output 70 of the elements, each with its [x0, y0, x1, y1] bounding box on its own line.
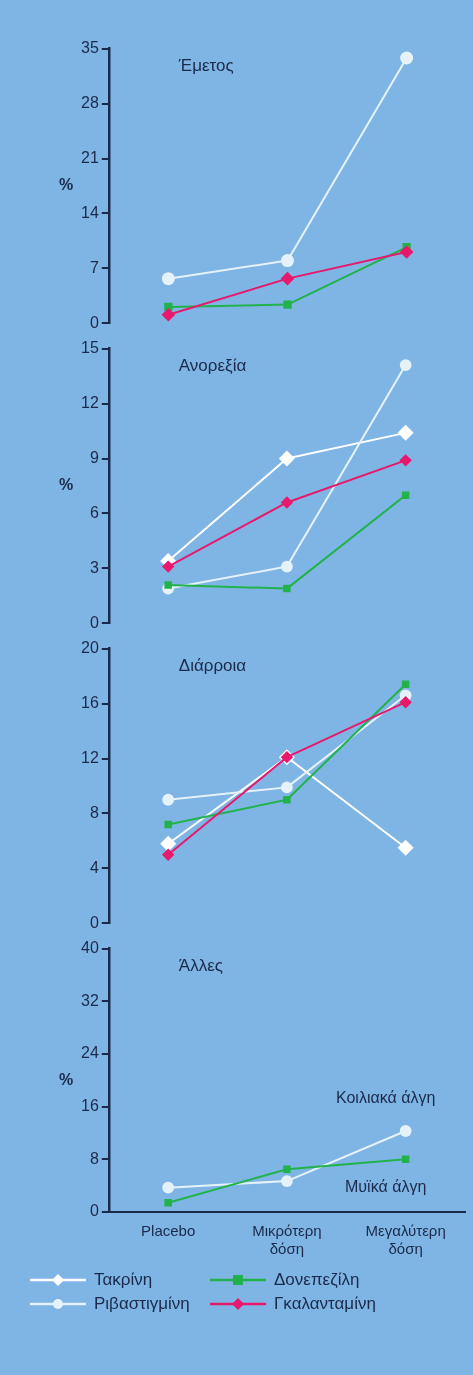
y-tick-label: 0 [89, 613, 99, 631]
y-axis-title: % [58, 476, 74, 494]
point [280, 271, 295, 286]
y-tick-label: 20 [81, 639, 99, 657]
point [399, 359, 412, 371]
point [399, 245, 414, 259]
y-tick-label: 40 [81, 939, 99, 957]
x-tick-label: Μικρότερη δόση [252, 1222, 322, 1258]
annotation: Μυϊκά άλγη [344, 1178, 427, 1196]
point [161, 560, 175, 573]
y-tick-label: 9 [89, 448, 99, 466]
y-tick-label: 15 [81, 339, 99, 357]
point [283, 795, 291, 804]
y-tick-label: 32 [81, 991, 99, 1009]
point [397, 424, 414, 441]
y-tick-label: 0 [89, 913, 99, 931]
text: Άλλες [178, 956, 223, 976]
y-tick-label: 24 [81, 1044, 99, 1062]
point [399, 695, 412, 709]
y-tick-label: 7 [89, 258, 99, 276]
legend-label: Γκαλανταμίνη [274, 1294, 376, 1314]
point [283, 584, 291, 593]
y-tick-label: 28 [81, 93, 99, 111]
y-tick-label: 0 [89, 313, 99, 331]
y-tick-label: 8 [89, 1149, 99, 1167]
chart-title: Διάρροια [178, 656, 247, 676]
point [162, 1181, 175, 1194]
point [162, 793, 175, 806]
y-axis-title: % [58, 1070, 74, 1088]
point [399, 1125, 412, 1137]
legend-label: Τακρίνη [94, 1270, 153, 1290]
chart-title: Ανορεξία [178, 356, 247, 376]
point [399, 454, 412, 467]
x-tick-label: Μεγαλύτερη δόση [365, 1222, 446, 1258]
point [164, 581, 172, 589]
y-tick-label: 12 [81, 393, 99, 411]
point [401, 491, 410, 499]
y-tick-label: 8 [89, 803, 99, 821]
point [280, 496, 294, 509]
point [281, 1175, 293, 1187]
y-tick-label: 0 [89, 1202, 99, 1220]
point [164, 820, 172, 829]
y-tick-label: 14 [81, 203, 99, 221]
point [283, 300, 292, 309]
point [281, 560, 293, 573]
point [281, 254, 294, 268]
y-axis-title: % [58, 176, 74, 194]
y-tick-label: 4 [89, 858, 99, 876]
legend-label: Ριβαστιγμίνη [94, 1294, 190, 1314]
annotation: Κοιλιακά άλγη [335, 1089, 436, 1107]
y-tick-label: 12 [81, 748, 99, 766]
chart-title: Έμετος [177, 56, 234, 76]
y-tick-label: 35 [81, 39, 99, 57]
point [161, 272, 175, 286]
y-tick-label: 16 [81, 1097, 99, 1115]
point [283, 1165, 291, 1173]
y-tick-label: 16 [81, 693, 99, 711]
point [160, 835, 177, 852]
point [400, 51, 414, 65]
point [278, 450, 295, 467]
y-tick-label: 21 [81, 148, 99, 166]
y-tick-label: 6 [89, 503, 99, 521]
legend-label: Δονεπεζίλη [274, 1270, 360, 1290]
x-tick-label: Placebo [141, 1222, 196, 1240]
point [161, 307, 176, 322]
point [161, 848, 175, 861]
point [281, 781, 293, 794]
y-tick-label: 3 [89, 558, 99, 576]
point [164, 1199, 172, 1207]
point [397, 839, 414, 856]
